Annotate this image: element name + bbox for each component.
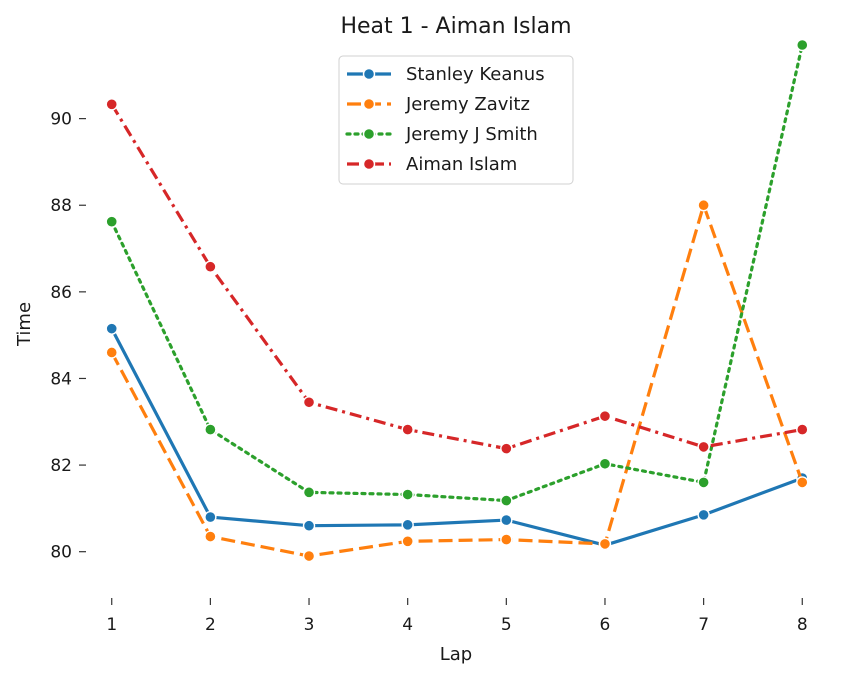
- legend-marker: [362, 97, 376, 111]
- series-point: [500, 442, 513, 455]
- series-line-2: [110, 43, 804, 503]
- series-point: [302, 519, 316, 532]
- series-point: [697, 508, 710, 522]
- series-point: [796, 38, 809, 52]
- x-tick-label: 7: [698, 615, 709, 635]
- y-axis-ticks: 80 82 84 86 88 90: [50, 110, 86, 563]
- series-point: [598, 409, 612, 423]
- x-tick-label: 8: [797, 615, 808, 635]
- series-point: [598, 537, 612, 551]
- series-point: [105, 322, 118, 335]
- series-point: [401, 535, 414, 548]
- series-layer: [105, 38, 809, 563]
- series-point: [105, 215, 118, 228]
- series-point: [204, 510, 217, 524]
- legend-label: Jeremy Zavitz: [405, 94, 530, 115]
- series-point: [204, 530, 217, 543]
- x-tick-label: 2: [205, 615, 216, 635]
- series-point: [401, 423, 414, 436]
- x-tick-label: 1: [106, 615, 117, 635]
- series-point: [796, 476, 809, 489]
- legend-marker: [362, 157, 376, 171]
- series-point: [401, 488, 414, 501]
- y-tick-label: 80: [50, 543, 72, 563]
- y-tick-label: 84: [50, 369, 72, 389]
- series-point: [697, 440, 710, 454]
- x-tick-label: 5: [501, 615, 512, 635]
- legend-label: Aiman Islam: [406, 154, 517, 175]
- series-point: [401, 518, 414, 532]
- series-point: [302, 549, 316, 563]
- series-point: [500, 513, 513, 527]
- y-tick-label: 82: [50, 456, 72, 476]
- legend: Stanley Keanus Jeremy Zavitz Jeremy J Smit…: [338, 55, 574, 185]
- x-axis-ticks: 1 2 3 4 5 6 7 8: [106, 598, 808, 635]
- series-point: [302, 396, 316, 409]
- series-point: [796, 423, 809, 436]
- series-point: [697, 476, 710, 489]
- y-axis-label: Time: [14, 302, 35, 347]
- series-point: [105, 98, 118, 111]
- series-point: [204, 423, 217, 436]
- legend-label: Stanley Keanus: [406, 64, 545, 85]
- y-tick-label: 86: [50, 283, 72, 303]
- x-tick-label: 6: [600, 615, 611, 635]
- x-tick-label: 4: [402, 615, 413, 635]
- x-tick-label: 3: [304, 615, 315, 635]
- legend-marker: [362, 127, 376, 141]
- y-tick-label: 90: [50, 110, 72, 130]
- series-point: [697, 199, 710, 212]
- legend-box: [338, 55, 574, 185]
- series-point: [302, 486, 316, 499]
- series-point: [105, 346, 118, 359]
- series-point: [598, 457, 612, 470]
- legend-label: Jeremy J Smith: [405, 124, 538, 145]
- series-point: [500, 494, 513, 507]
- series-point: [204, 260, 217, 273]
- series-point: [500, 533, 513, 546]
- x-axis-label: Lap: [440, 644, 472, 665]
- legend-marker: [362, 67, 376, 81]
- series-line-0: [110, 327, 803, 547]
- series-line-3: [110, 103, 803, 451]
- chart-title: Heat 1 - Aiman Islam: [340, 14, 571, 39]
- y-tick-label: 88: [50, 196, 72, 216]
- series-line-1: [110, 203, 804, 558]
